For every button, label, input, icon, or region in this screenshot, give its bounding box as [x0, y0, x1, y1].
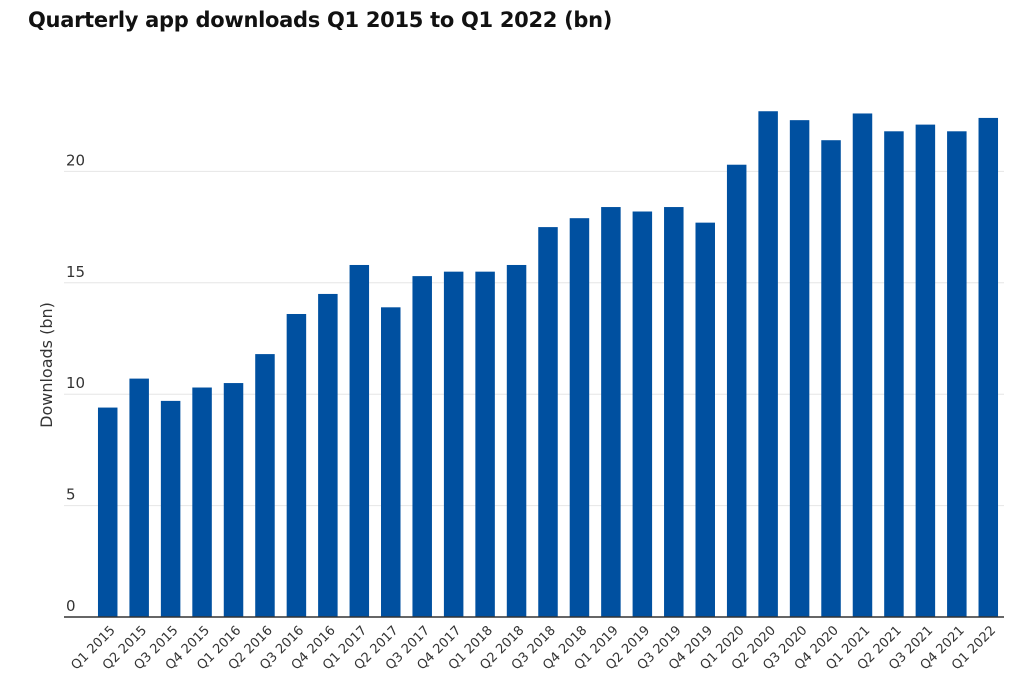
bar [475, 271, 495, 617]
bar [255, 354, 275, 617]
y-axis-title: Downloads (bn) [37, 302, 56, 428]
bar [978, 117, 999, 617]
bar [947, 131, 967, 617]
bar [538, 227, 558, 617]
bar [412, 276, 432, 617]
bar [789, 120, 810, 617]
bar [884, 131, 904, 617]
bar [601, 207, 621, 617]
bar [569, 218, 590, 618]
bar [381, 307, 401, 617]
bar [223, 383, 244, 617]
bars [97, 111, 999, 618]
bar [915, 124, 936, 617]
bar [632, 211, 653, 617]
chart-title: Quarterly app downloads Q1 2015 to Q1 20… [28, 8, 613, 32]
bar [349, 264, 370, 617]
y-tick-label: 15 [66, 263, 85, 281]
y-tick-label: 5 [66, 486, 76, 504]
y-tick-label: 0 [66, 597, 76, 615]
bar [758, 111, 778, 617]
bar [192, 387, 212, 617]
bar [160, 400, 181, 617]
bar [852, 113, 873, 618]
bar [821, 140, 841, 617]
bar [129, 378, 149, 617]
bar [443, 271, 464, 617]
bar [664, 207, 684, 617]
bar [506, 264, 527, 617]
bar [286, 313, 307, 617]
y-tick-label: 10 [66, 374, 85, 392]
bar [318, 293, 338, 617]
bar [726, 164, 747, 617]
bar [97, 407, 118, 617]
bar [695, 222, 715, 618]
gridlines [64, 170, 1004, 507]
y-tick-label: 20 [66, 151, 85, 169]
